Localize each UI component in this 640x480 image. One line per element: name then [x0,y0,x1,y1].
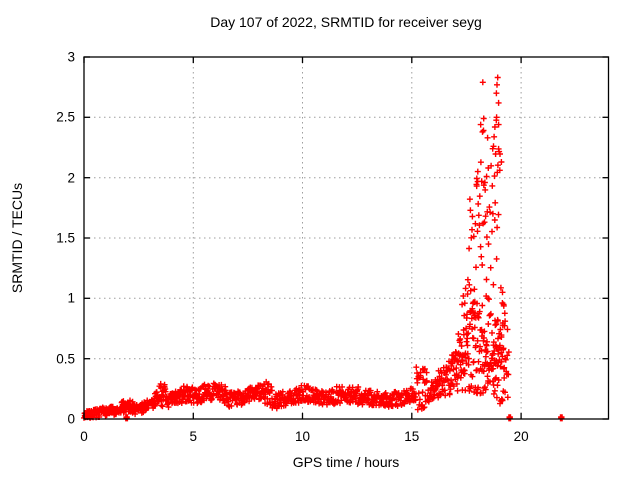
y-axis-label: SRMTID / TECUs [9,182,25,294]
x-tick-label: 0 [80,429,88,444]
chart-title: Day 107 of 2022, SRMTID for receiver sey… [210,14,482,30]
x-axis-label: GPS time / hours [292,454,400,470]
y-tick-label: 1 [67,290,75,306]
y-tick-label: 2 [67,170,75,186]
y-tick-label: 1.5 [56,230,75,246]
y-tick-label: 0.5 [56,351,75,367]
x-tick-label: 5 [189,429,198,444]
x-tick-label: 20 [513,429,529,444]
x-tick-label: 15 [404,429,420,444]
y-tick-label: 3 [67,49,75,65]
x-tick-label: 10 [295,429,311,444]
y-tick-label: 0 [67,411,75,427]
y-tick-label: 2.5 [56,109,75,125]
